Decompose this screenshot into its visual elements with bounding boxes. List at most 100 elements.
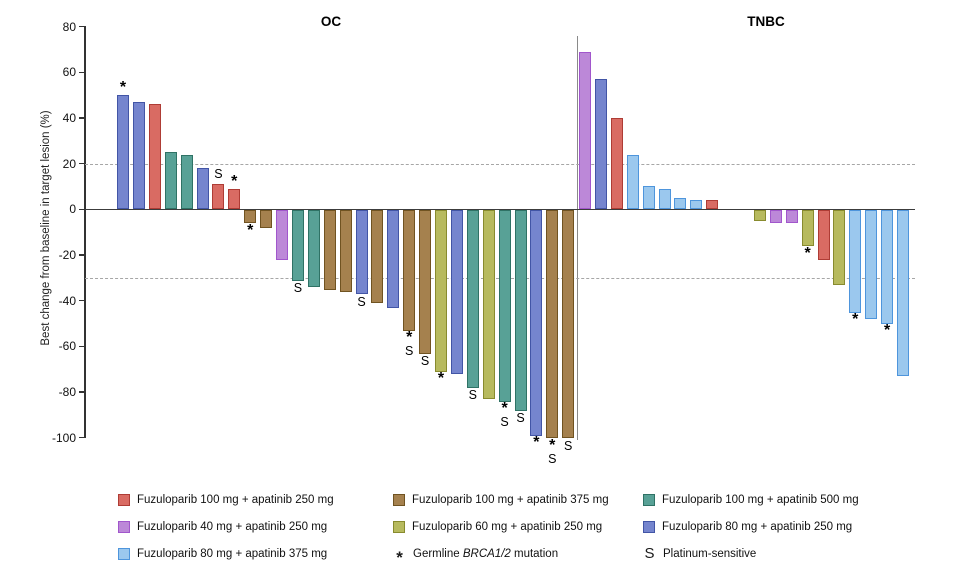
legend-label: Fuzuloparib 80 mg + apatinib 375 mg [137,547,328,560]
brca-mutation-marker: * [804,244,811,262]
panel-title-oc: OC [320,14,342,29]
brca-mutation-marker: * [501,400,508,418]
bar [435,209,447,372]
bar [148,104,161,210]
platinum-sensitive-marker: S [357,294,366,309]
legend-item-blueviolet: Fuzuloparib 80 mg + apatinib 250 mg [643,519,852,534]
bar [594,79,607,210]
y-tick-label: -80 [58,384,76,399]
legend-item-brown: Fuzuloparib 100 mg + apatinib 375 mg [393,492,609,507]
bar [498,209,511,402]
brca-mutation-marker: * [247,221,254,239]
platinum-sensitive-marker: S [500,415,509,430]
legend-item-orchid: Fuzuloparib 40 mg + apatinib 250 mg [118,519,327,534]
platinum-sensitive-marker: S [516,411,525,426]
y-axis-tick [79,117,84,119]
bar [307,209,320,288]
y-axis-tick [79,208,84,210]
bar [482,209,495,400]
y-axis-title: Best change from baseline in target lesi… [40,110,52,346]
bar [817,209,830,261]
legend-label: Fuzuloparib 60 mg + apatinib 250 mg [412,520,603,533]
s-symbol: S [644,545,655,562]
bar [117,95,129,210]
y-axis-tick [79,163,84,165]
bar [642,186,655,210]
bar [849,209,862,313]
bar [514,209,527,411]
platinum-sensitive-marker: S [420,354,430,369]
y-axis-tick [79,26,84,28]
legend-label: Germline BRCA1/2 mutation [413,547,559,560]
y-tick-label: -60 [58,339,76,354]
bar [626,154,639,210]
legend-swatch [118,493,130,506]
y-tick-label: -20 [58,247,76,262]
y-axis-tick [79,254,84,256]
y-axis-tick [79,437,84,439]
legend-swatch [643,493,655,506]
y-tick-label: -40 [58,293,76,308]
brca-mutation-marker: * [533,434,540,452]
legend-swatch [118,547,130,560]
bar [690,200,703,210]
bar [610,117,623,210]
bar [132,101,145,210]
bar [674,197,687,210]
brca-mutation-marker: * [437,370,445,388]
bar [196,168,209,210]
asterisk-symbol: * [396,547,403,567]
brca-mutation-marker: * [549,436,556,454]
y-tick-label: 80 [62,19,76,34]
legend-label: Fuzuloparib 100 mg + apatinib 500 mg [662,493,859,506]
panel-divider-line [576,36,578,440]
brca-mutation-marker: * [883,322,891,340]
threshold-line [85,163,915,165]
bar [371,209,384,304]
legend-swatch [393,493,405,506]
brca-mutation-marker: * [406,329,413,347]
legend-item-olive: Fuzuloparib 60 mg + apatinib 250 mg [393,519,602,534]
bar [897,209,909,377]
legend-swatch [643,520,655,533]
zero-baseline [85,208,915,211]
bar [291,209,304,281]
legend-item-red: Fuzuloparib 100 mg + apatinib 250 mg [118,492,334,507]
brca-mutation-marker: * [852,311,859,329]
bar [530,209,543,436]
bar [323,209,336,290]
bar [260,209,273,229]
y-axis-tick [79,391,84,393]
brca-mutation-marker: * [231,172,238,190]
y-axis-tick [79,300,84,302]
legend-swatch [393,520,405,533]
legend-item-platinum-marker: S Platinum-sensitive [643,545,757,562]
legend-label: Fuzuloparib 40 mg + apatinib 250 mg [137,520,328,533]
y-tick-label: 20 [62,156,76,171]
legend-label: Fuzuloparib 100 mg + apatinib 375 mg [412,493,609,506]
platinum-sensitive-marker: S [548,451,557,466]
bar [706,200,719,210]
legend-label: Platinum-sensitive [663,547,757,560]
platinum-sensitive-marker: S [405,344,414,359]
bar [276,209,288,261]
bar [228,188,241,210]
bar [579,51,591,210]
bar [403,209,416,331]
bar [833,209,846,286]
y-tick-label: -100 [51,430,76,445]
brca-mutation-marker: * [119,79,127,97]
platinum-sensitive-marker: S [564,438,573,453]
bar [753,209,766,222]
legend-item-brca-marker: * Germline BRCA1/2 mutation [393,546,559,567]
bar [785,209,798,224]
bar [180,154,193,210]
legend-label: Fuzuloparib 100 mg + apatinib 250 mg [137,493,334,506]
bar [466,209,479,388]
legend-label: Fuzuloparib 80 mg + apatinib 250 mg [662,520,853,533]
y-axis-line [84,26,86,438]
bar [801,209,814,247]
bar [164,152,177,210]
bar [450,209,463,375]
